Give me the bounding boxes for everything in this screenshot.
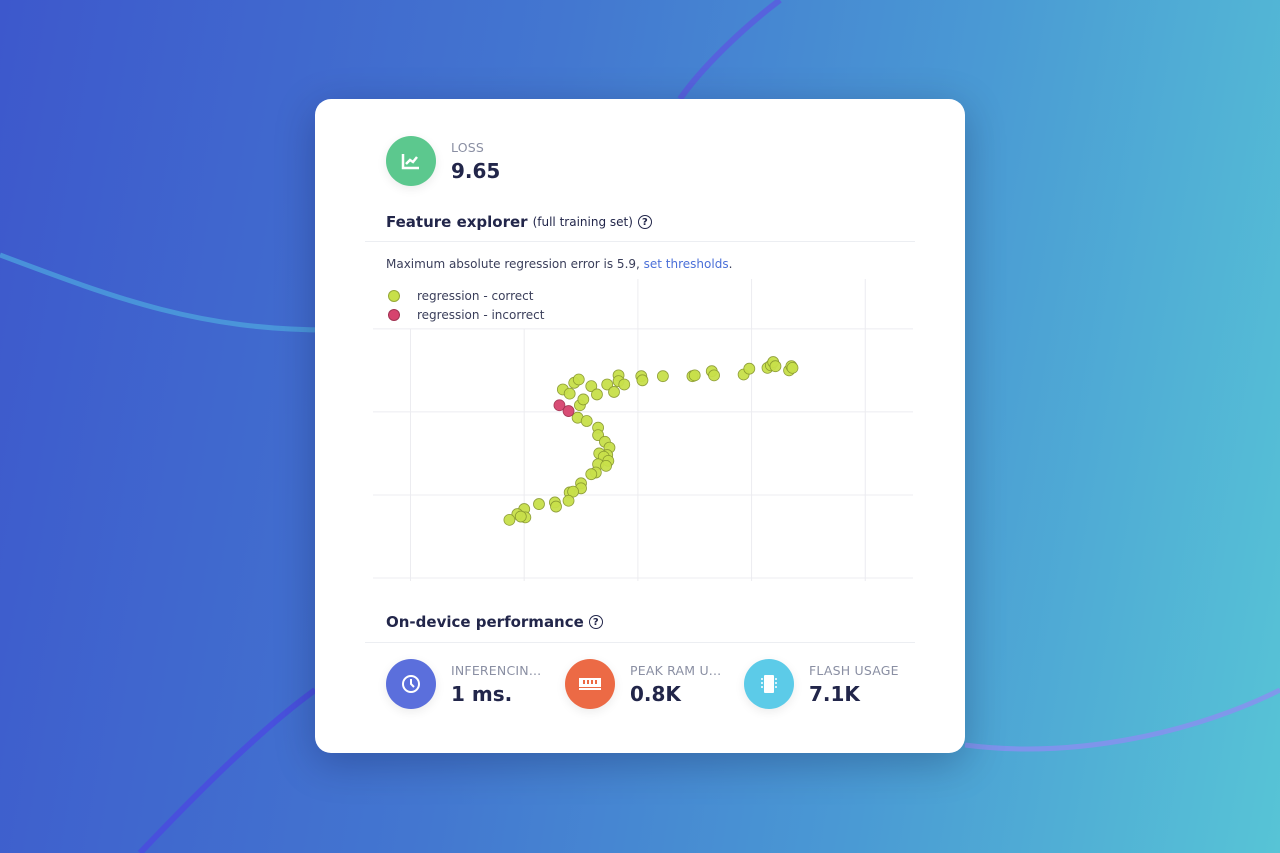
feature-explorer-title: Feature explorer (full training set) ? xyxy=(386,213,652,231)
note-end: . xyxy=(728,257,733,271)
metric-label: INFERENCIN... xyxy=(451,662,542,678)
divider xyxy=(365,642,915,643)
point-correct xyxy=(503,513,516,526)
legend-dot-incorrect xyxy=(388,309,400,321)
point-correct xyxy=(688,369,701,382)
point-incorrect xyxy=(562,405,575,417)
legend-item-correct[interactable]: regression - correct xyxy=(388,289,533,303)
point-correct xyxy=(786,361,799,374)
point-correct xyxy=(636,374,649,387)
feature-scatter-plot[interactable] xyxy=(373,279,913,581)
section-title: Feature explorer xyxy=(386,213,528,231)
point-correct xyxy=(708,369,720,382)
metric-label: PEAK RAM U... xyxy=(630,662,722,678)
note-text: Maximum absolute regression error is 5.9… xyxy=(386,257,644,271)
point-correct xyxy=(618,378,631,391)
point-correct xyxy=(608,386,620,398)
model-summary-card: LOSS 9.65 Feature explorer (full trainin… xyxy=(315,99,965,753)
point-correct xyxy=(533,498,545,510)
metric-value: 1 ms. xyxy=(451,681,513,706)
section-title: On-device performance xyxy=(386,613,584,631)
point-incorrect xyxy=(553,399,566,412)
point-correct xyxy=(585,468,598,481)
point-correct xyxy=(743,362,756,375)
point-correct xyxy=(769,360,782,373)
point-correct xyxy=(656,370,669,383)
loss-metric: LOSS 9.65 xyxy=(386,136,500,186)
question-circle-icon[interactable]: ? xyxy=(637,215,652,229)
clock-icon xyxy=(386,659,436,709)
performance-title: On-device performance ? xyxy=(386,613,603,631)
legend-label: regression - incorrect xyxy=(417,308,545,322)
loss-value: 9.65 xyxy=(451,158,501,183)
set-thresholds-link[interactable]: set thresholds xyxy=(643,257,729,271)
metric-label: FLASH USAGE xyxy=(809,662,899,678)
chip-icon xyxy=(744,659,794,709)
point-correct xyxy=(514,510,527,523)
divider xyxy=(365,241,915,242)
flash-usage-metric: FLASH USAGE 7.1K xyxy=(744,659,899,709)
loss-label: LOSS xyxy=(451,139,485,155)
legend-label: regression - correct xyxy=(417,289,534,303)
inferencing-metric: INFERENCIN... 1 ms. xyxy=(386,659,541,709)
point-correct xyxy=(600,459,612,472)
regression-error-note: Maximum absolute regression error is 5.9… xyxy=(386,257,732,271)
point-correct xyxy=(563,387,576,400)
trend-chart-icon xyxy=(386,136,436,186)
point-correct xyxy=(585,380,598,393)
point-correct xyxy=(577,393,590,406)
point-correct xyxy=(562,494,575,507)
section-subtitle: (full training set) xyxy=(532,215,633,229)
point-correct xyxy=(591,388,603,401)
point-correct xyxy=(601,378,614,391)
point-correct xyxy=(580,415,593,427)
metric-value: 0.8K xyxy=(630,681,681,706)
metric-value: 7.1K xyxy=(809,681,860,706)
legend-item-incorrect[interactable]: regression - incorrect xyxy=(388,308,544,322)
ram-icon xyxy=(565,659,615,709)
question-circle-icon[interactable]: ? xyxy=(588,615,603,629)
peak-ram-metric: PEAK RAM U... 0.8K xyxy=(565,659,721,709)
legend-dot-correct xyxy=(388,290,400,302)
point-correct xyxy=(572,373,585,386)
point-correct xyxy=(550,500,562,513)
